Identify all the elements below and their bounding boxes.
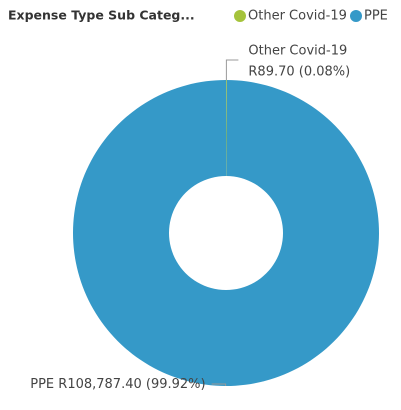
data-label: R89.70 (0.08%) [248,65,350,80]
data-label-name: PPE [30,377,54,392]
donut-slice [226,80,227,177]
data-label: PPE R108,787.40 (99.92%) [30,377,205,392]
leader-line [225,59,239,81]
data-label-name: Other Covid-19 [248,44,347,59]
legend-label: Other Covid-19 [248,9,347,24]
legend-label: PPE [364,9,388,24]
data-label-value: R108,787.40 (99.92%) [58,377,205,392]
legend-swatch [350,10,362,22]
leader-line [211,383,227,386]
legend-title: Expense Type Sub Categ... [8,8,195,23]
legend-swatch [234,10,246,22]
donut-slice [72,80,379,387]
